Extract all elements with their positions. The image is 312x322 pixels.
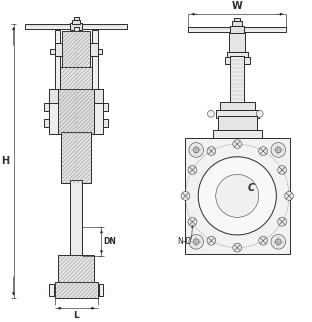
Circle shape [216, 175, 259, 217]
Text: L: L [73, 311, 79, 320]
Circle shape [189, 234, 203, 249]
Circle shape [275, 239, 281, 245]
Bar [90, 43, 98, 56]
Bar [92, 30, 98, 129]
Bar [104, 119, 108, 127]
Circle shape [188, 217, 197, 226]
Circle shape [259, 147, 268, 156]
Circle shape [278, 166, 286, 175]
Circle shape [256, 110, 263, 117]
Bar [49, 90, 58, 103]
Bar [70, 23, 82, 30]
Circle shape [259, 236, 268, 245]
Circle shape [233, 140, 242, 148]
Circle shape [271, 143, 285, 157]
Bar [58, 255, 94, 283]
Bar [50, 49, 55, 54]
Bar [49, 90, 58, 134]
Bar [58, 90, 94, 134]
Circle shape [275, 147, 281, 153]
Bar [234, 18, 240, 21]
Bar [44, 103, 49, 111]
Text: H: H [2, 156, 10, 166]
Circle shape [188, 166, 197, 175]
Bar [229, 33, 245, 54]
Circle shape [278, 217, 286, 226]
Bar [61, 67, 92, 90]
Bar [55, 43, 62, 56]
Bar [213, 130, 262, 138]
Bar [104, 103, 108, 111]
Circle shape [193, 147, 199, 153]
Bar [218, 116, 257, 132]
Bar [94, 90, 104, 134]
Bar [94, 90, 104, 103]
Bar [216, 110, 259, 118]
Bar [98, 49, 102, 54]
Text: C: C [247, 183, 255, 193]
Circle shape [207, 110, 214, 117]
Text: W: W [232, 1, 243, 11]
Bar [55, 30, 61, 129]
Bar [231, 26, 244, 34]
Circle shape [233, 243, 242, 252]
Bar [184, 138, 290, 253]
Bar [220, 102, 255, 112]
Bar [225, 57, 250, 64]
Bar [188, 27, 286, 32]
Text: N-D: N-D [178, 237, 192, 246]
Bar [62, 31, 90, 68]
Bar [72, 20, 80, 24]
Bar [55, 282, 98, 298]
Bar [74, 17, 79, 20]
Bar [25, 24, 127, 29]
Bar [61, 132, 91, 183]
Circle shape [285, 192, 293, 200]
Bar [74, 27, 79, 178]
Circle shape [189, 143, 203, 157]
Bar [44, 119, 49, 127]
Bar [70, 180, 82, 256]
Bar [49, 284, 54, 297]
Bar [232, 21, 242, 26]
Circle shape [271, 234, 285, 249]
Bar [227, 52, 248, 58]
Circle shape [207, 236, 216, 245]
Circle shape [193, 239, 199, 245]
Bar [231, 56, 244, 105]
Circle shape [207, 147, 216, 156]
Circle shape [181, 192, 190, 200]
Circle shape [198, 157, 276, 235]
Bar [99, 284, 104, 297]
Text: DN: DN [104, 237, 116, 246]
